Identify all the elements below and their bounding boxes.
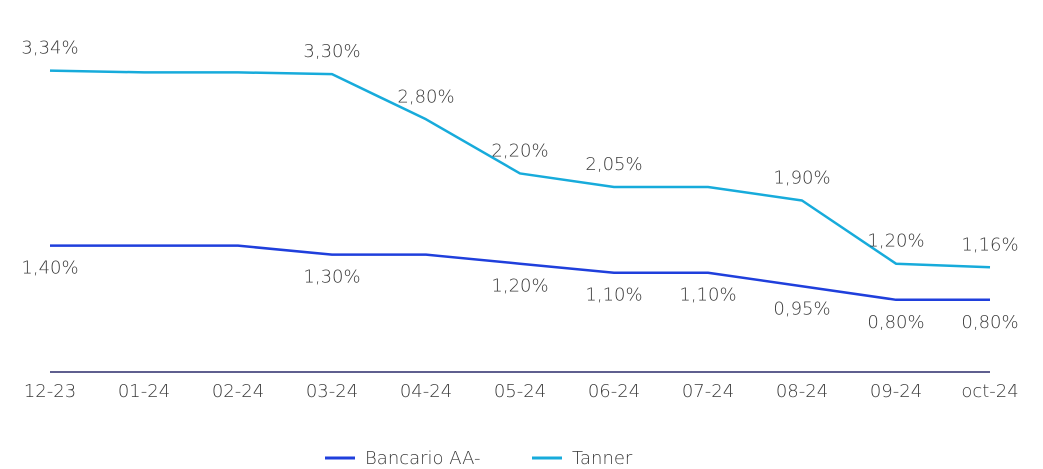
data-label: 1,40% [21, 258, 78, 279]
x-tick-label: 07-24 [682, 381, 734, 402]
series-line [50, 244, 990, 302]
data-label: 3,34% [21, 38, 78, 59]
legend-label: Tanner [572, 448, 633, 469]
data-label: 3,30% [303, 41, 360, 62]
data-label: 1,20% [491, 276, 548, 297]
data-label: 1,90% [773, 168, 830, 189]
legend-label: Bancario AA- [365, 448, 481, 469]
data-label: 2,05% [585, 154, 642, 175]
x-tick-label: 01-24 [118, 381, 170, 402]
x-tick-label: 02-24 [212, 381, 264, 402]
data-label: 1,10% [585, 285, 642, 306]
x-tick-label: 05-24 [494, 381, 546, 402]
x-tick-label: 04-24 [400, 381, 452, 402]
data-label: 0,80% [961, 312, 1018, 333]
data-label: 2,20% [491, 140, 548, 161]
x-tick-label: 03-24 [306, 381, 358, 402]
data-label: 1,20% [867, 231, 924, 252]
x-tick-label: 09-24 [870, 381, 922, 402]
data-label: 1,30% [303, 267, 360, 288]
data-label: 1,10% [679, 285, 736, 306]
x-tick-label: oct-24 [961, 381, 1018, 402]
data-label: 2,80% [397, 86, 454, 107]
x-tick-label: 06-24 [588, 381, 640, 402]
x-tick-label: 08-24 [776, 381, 828, 402]
data-label: 1,16% [961, 234, 1018, 255]
data-label: 0,80% [867, 312, 924, 333]
data-label: 0,95% [773, 298, 830, 319]
x-tick-label: 12-23 [24, 381, 76, 402]
series-line [49, 69, 991, 269]
